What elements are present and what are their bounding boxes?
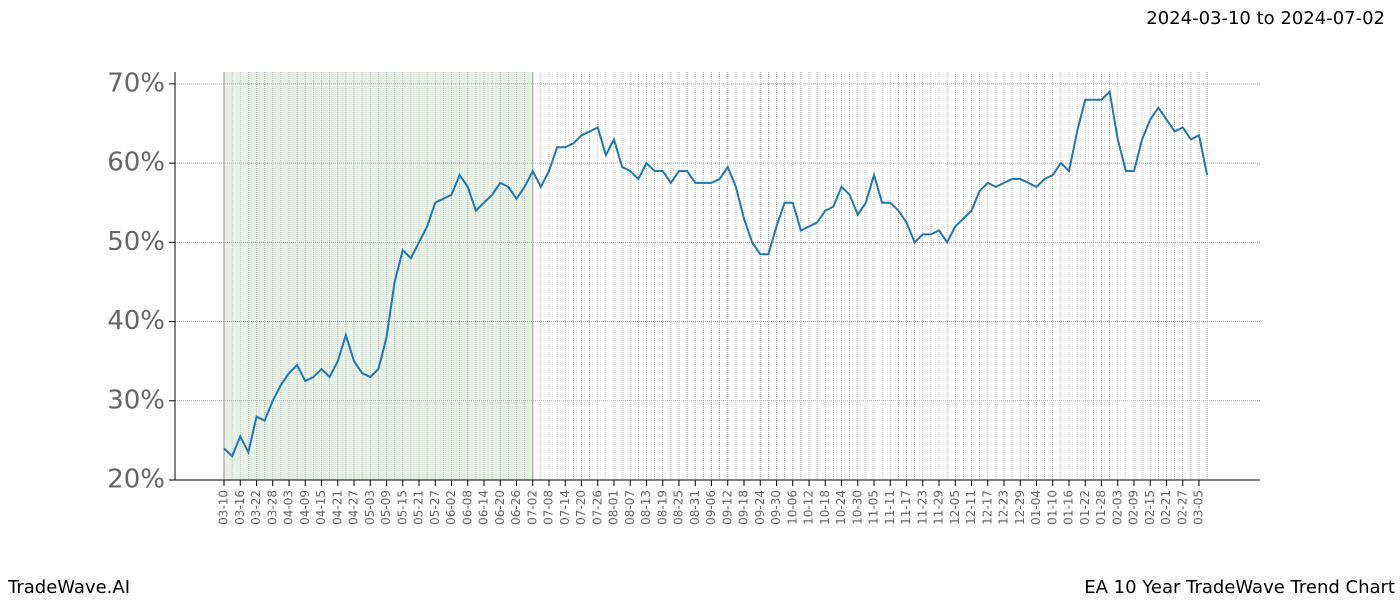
x-tick-label: 06-08 [460, 490, 474, 525]
x-tick-label: 07-14 [558, 490, 572, 525]
y-tick-label: 50% [107, 227, 165, 257]
y-tick-label: 30% [107, 385, 165, 415]
x-tick-label: 09-24 [753, 490, 767, 525]
date-range: 2024-03-10 to 2024-07-02 [1146, 8, 1385, 29]
x-tick-label: 08-01 [607, 490, 621, 525]
x-tick-label: 11-17 [899, 490, 913, 525]
x-tick-label: 09-06 [704, 490, 718, 525]
x-tick-label: 03-10 [217, 490, 231, 525]
x-tick-label: 05-21 [412, 490, 426, 525]
x-tick-label: 10-18 [818, 490, 832, 525]
x-tick-label: 10-30 [850, 490, 864, 525]
x-tick-label: 03-22 [249, 490, 263, 525]
x-tick-label: 11-23 [915, 490, 929, 525]
x-tick-label: 12-05 [948, 490, 962, 525]
x-tick-label: 02-09 [1127, 490, 1141, 525]
x-tick-label: 01-22 [1078, 490, 1092, 525]
x-tick-label: 06-02 [444, 490, 458, 525]
x-tick-label: 04-21 [330, 490, 344, 525]
x-tick-label: 09-18 [737, 490, 751, 525]
x-tick-label: 05-15 [395, 490, 409, 525]
x-tick-label: 02-03 [1110, 490, 1124, 525]
x-tick-label: 08-13 [639, 490, 653, 525]
x-tick-label: 05-03 [363, 490, 377, 525]
x-tick-label: 09-30 [769, 490, 783, 525]
x-tick-label: 11-05 [867, 490, 881, 525]
x-tick-label: 08-31 [688, 490, 702, 525]
x-tick-label: 06-20 [493, 490, 507, 525]
x-tick-label: 06-26 [509, 490, 523, 525]
y-tick-label: 40% [107, 306, 165, 336]
x-tick-label: 04-27 [347, 490, 361, 525]
x-tick-label: 01-10 [1045, 490, 1059, 525]
x-tick-label: 07-26 [590, 490, 604, 525]
x-tick-label: 10-12 [802, 490, 816, 525]
x-tick-label: 08-25 [672, 490, 686, 525]
series-line [223, 89, 1209, 458]
x-tick-label: 01-28 [1094, 490, 1108, 525]
brand: TradeWave.AI [7, 577, 130, 598]
x-tick-label: 02-27 [1175, 490, 1189, 525]
y-tick-label: 70% [107, 68, 165, 98]
x-tick-label: 07-08 [542, 490, 556, 525]
x-tick-label: 12-17 [980, 490, 994, 525]
x-tick-label: 02-21 [1159, 490, 1173, 525]
x-tick-label: 03-16 [233, 490, 247, 525]
x-tick-label: 01-04 [1029, 490, 1043, 525]
y-tick-label: 20% [107, 465, 165, 495]
x-tick-label: 05-09 [379, 490, 393, 525]
x-tick-label: 07-20 [574, 490, 588, 525]
x-tick-label: 12-23 [997, 490, 1011, 525]
x-tick-label: 10-24 [834, 490, 848, 525]
x-tick-label: 06-14 [477, 490, 491, 525]
x-tick-label: 04-03 [282, 490, 296, 525]
x-tick-label: 03-05 [1192, 490, 1206, 525]
x-tick-label: 09-12 [720, 490, 734, 525]
x-tick-label: 07-02 [525, 490, 539, 525]
x-tick-label: 12-29 [1013, 490, 1027, 525]
chart-title: EA 10 Year TradeWave Trend Chart [1084, 577, 1395, 598]
x-tick-label: 08-07 [623, 490, 637, 525]
x-tick-label: 10-06 [785, 490, 799, 525]
x-tick-label: 11-29 [932, 490, 946, 525]
y-tick-label: 60% [107, 148, 165, 178]
x-tick-label: 12-11 [964, 490, 978, 525]
x-tick-label: 08-19 [655, 490, 669, 525]
x-tick-label: 11-11 [883, 490, 897, 525]
x-tick-label: 05-27 [428, 490, 442, 525]
x-tick-label: 02-15 [1143, 490, 1157, 525]
x-tick-label: 01-16 [1062, 490, 1076, 525]
x-tick-label: 04-09 [298, 490, 312, 525]
x-tick-label: 03-28 [265, 490, 279, 525]
x-tick-label: 04-15 [314, 490, 328, 525]
